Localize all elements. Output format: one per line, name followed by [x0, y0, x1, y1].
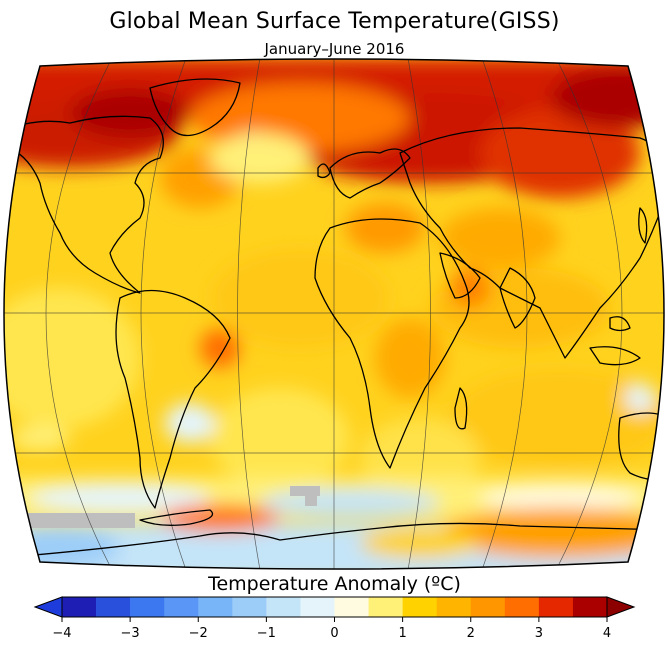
colorbar-bin — [130, 597, 165, 617]
colorbar-tick-label: 0 — [330, 626, 338, 641]
map-subtitle: January–June 2016 — [264, 40, 405, 58]
colorbar-tick-label: −1 — [257, 626, 276, 641]
map-frame — [3, 58, 665, 570]
colorbar-bin — [572, 597, 608, 617]
colorbar-underflow-arrow — [33, 596, 63, 618]
colorbar-bin — [62, 597, 97, 617]
colorbar-overflow-arrow — [606, 596, 636, 618]
colorbar-bin — [300, 597, 335, 617]
colorbar-bin — [334, 597, 369, 617]
continent-outlines — [4, 78, 664, 559]
colorbar-bins — [62, 597, 608, 617]
colorbar-bin — [96, 597, 131, 617]
colorbar-tick-label: −3 — [121, 626, 140, 641]
map-title: Global Mean Surface Temperature(GISS) — [109, 9, 560, 34]
colorbar-bin — [368, 597, 403, 617]
colorbar-bin — [470, 597, 506, 617]
colorbar-bin — [266, 597, 301, 617]
colorbar-tick-label: −2 — [189, 626, 208, 641]
colorbar-tick-label: 3 — [535, 626, 543, 641]
colorbar-ticks: −4 −3 −2 −1 0 1 2 3 4 — [52, 617, 611, 641]
anomaly-field — [4, 59, 664, 569]
colorbar-bin — [198, 597, 233, 617]
colorbar-bin — [164, 597, 199, 617]
colorbar-tick-label: 4 — [603, 626, 611, 641]
colorbar-bin — [232, 597, 267, 617]
colorbar-bin — [402, 597, 437, 617]
colorbar-tick-label: 2 — [467, 626, 475, 641]
colorbar-title: Temperature Anomaly (ºC) — [208, 573, 461, 595]
missing-data-patches — [4, 486, 320, 528]
colorbar-tick-label: −4 — [52, 626, 71, 641]
colorbar-tick-label: 1 — [398, 626, 406, 641]
world-temperature-map — [3, 58, 665, 570]
colorbar-bin — [504, 597, 540, 617]
colorbar-bin — [436, 597, 472, 617]
colorbar-bin — [538, 597, 574, 617]
colorbar: −4 −3 −2 −1 0 1 2 3 4 — [33, 596, 636, 641]
